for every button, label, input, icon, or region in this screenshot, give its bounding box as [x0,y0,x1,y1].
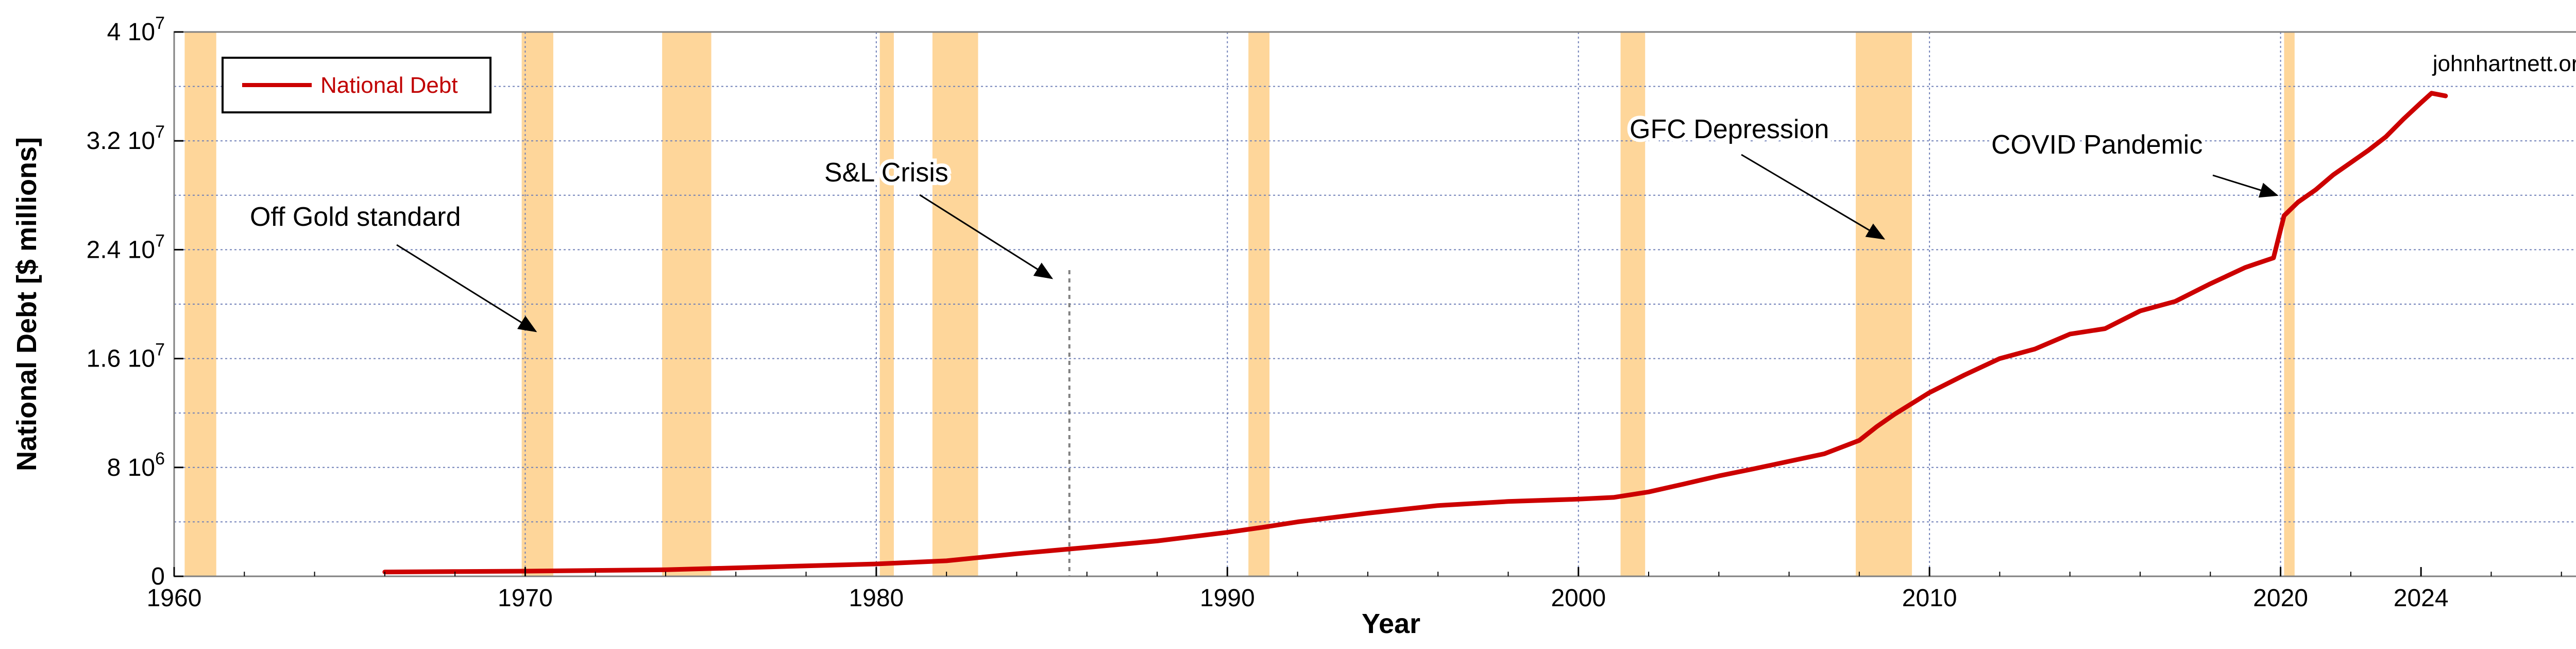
recession-band-7 [1856,32,1912,576]
legend-label: National Debt [320,73,458,98]
data-point [1156,539,1159,543]
x-tick-label: 1960 [147,585,202,612]
data-point [1085,546,1089,550]
data-point [1226,530,1229,534]
plot-frame [173,31,2576,577]
data-point [1963,373,1967,377]
y-tick-label: 8 106 [107,449,165,481]
data-point [1296,520,1299,524]
data-point [1857,439,1861,442]
data-point [2331,173,2335,177]
x-tick-label: 1970 [498,585,553,612]
x-tick-label: 1990 [1200,585,1255,612]
data-point [804,564,808,568]
data-point [1577,497,1580,501]
data-point [1893,412,1896,416]
y-tick-label: 0 [151,563,165,590]
data-point [453,570,457,573]
data-point [2209,282,2212,286]
data-point [1787,459,1791,463]
data-point [2430,91,2433,95]
data-point [874,562,878,565]
annotation-arrow [2212,174,2279,198]
data-point [1612,495,1615,499]
annotation-label: S&L Crisis [824,158,948,188]
data-point [1366,511,1369,515]
annotation-arrow [1741,154,1886,240]
data-point [664,568,667,572]
x-tick-label: 2000 [1551,585,1606,612]
data-point [2419,101,2423,105]
y-tick-label: 4 107 [107,13,165,46]
y-tick-label: 1.6 107 [87,340,165,373]
data-point [2282,214,2286,218]
data-point [1822,452,1826,456]
annotation-arrow [396,244,537,332]
credit-text: johnhartnett.org [2432,51,2576,76]
data-point [2384,135,2387,139]
y-tick-label: 2.4 107 [87,231,165,263]
data-point [594,569,597,572]
annotations: Off Gold standard S&L Crisis GFC Depressio… [246,111,2279,332]
data-point [1682,482,1686,486]
annotation-label: Off Gold standard [250,202,461,232]
y-tick-label: 3.2 107 [87,122,165,155]
annotation-label: GFC Depression [1630,114,1829,144]
data-point [2402,117,2405,121]
data-point [2272,256,2275,260]
recession-band-3 [879,32,894,576]
data-point [1875,425,1878,428]
data-point [2068,332,2072,336]
data-point [1506,500,1510,503]
data-point [2296,201,2300,204]
data-point [1015,552,1019,556]
x-tick-label: 2010 [1902,585,1957,612]
x-axis-title: Year [1362,608,1420,639]
axis-ticks: 19601970198019902000201020202024203008 1… [87,13,2562,612]
y-axis-title: National Debt [$ millions] [11,137,42,471]
data-point [1647,490,1650,494]
x-tick-label: 2020 [2253,585,2308,612]
legend: National Debt [222,57,492,113]
data-point [1928,391,1931,394]
annotation-arrow [919,194,1054,279]
data-point [2139,309,2142,313]
data-point [2444,94,2447,98]
data-point [1261,525,1264,529]
data-point [2103,327,2107,330]
data-point [1717,474,1721,478]
data-point [2174,299,2177,303]
data-point [2366,148,2370,152]
data-point [2349,161,2352,164]
data-point [1436,504,1440,507]
data-point [1752,467,1756,471]
x-tick-label: 2024 [2394,585,2449,612]
data-point [2314,188,2317,192]
data-point [2033,347,2037,351]
data-point [2244,265,2247,269]
data-point [1998,357,2002,360]
data-point [945,559,948,562]
annotation-label: COVID Pandemic [1991,130,2202,160]
data-point [734,566,738,570]
x-tick-label: 1980 [849,585,904,612]
